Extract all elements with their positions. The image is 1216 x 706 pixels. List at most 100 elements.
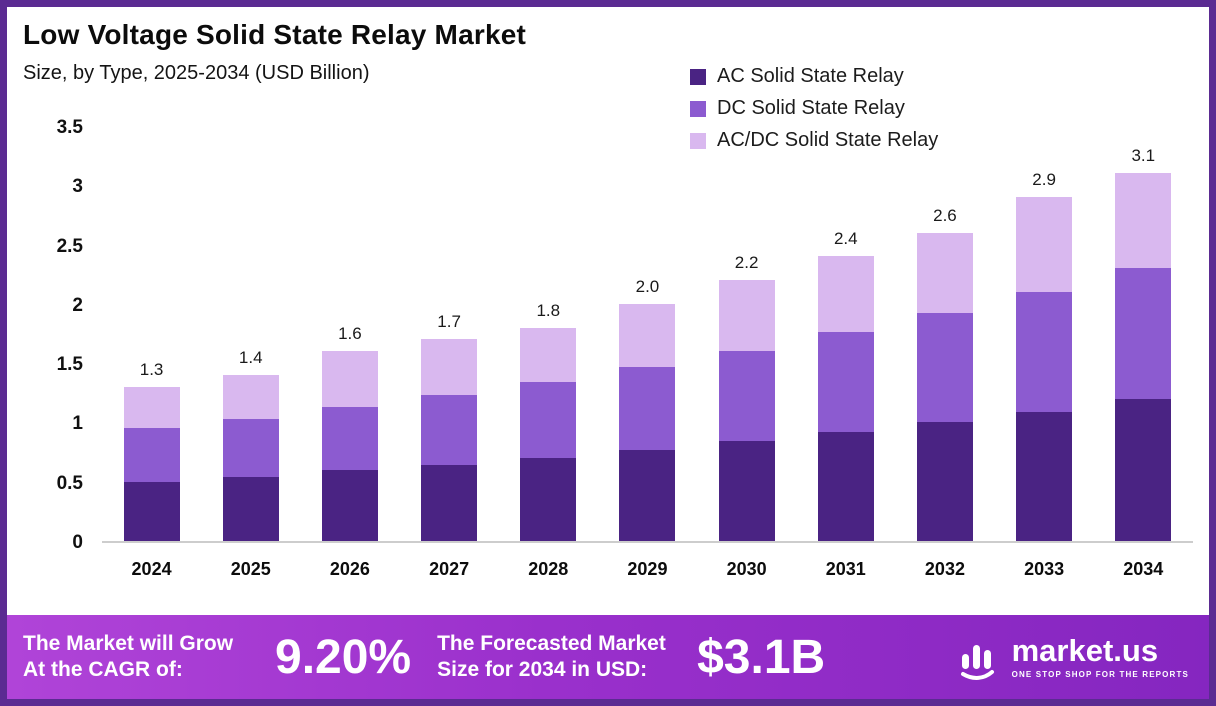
bar-group-2034: 3.1 <box>1115 146 1172 541</box>
bar-segment-acdc <box>619 303 676 367</box>
y-tick-label: 0.5 <box>56 472 83 494</box>
x-axis: 2024 2025 2026 2027 2028 2029 2030 2031 2032 2033… <box>102 559 1193 580</box>
plot-area: 1.3 1.4 1.6 1.7 1.8 2.0 2.2 2.4 2.6 2.9 3.1 <box>102 128 1193 543</box>
legend-label-dc: DC Solid State Relay <box>717 97 905 119</box>
brand-logo: market.us ONE STOP SHOP FOR THE REPORTS <box>954 633 1193 681</box>
page-subtitle: Size, by Type, 2025-2034 (USD Billion) <box>23 62 370 84</box>
bar-segment-ac <box>421 465 478 541</box>
x-axis-label: 2025 <box>230 559 271 579</box>
x-axis-label: 2027 <box>429 559 470 579</box>
x-axis-label: 2024 <box>131 559 172 579</box>
bar-segment-acdc <box>817 256 874 333</box>
bar-total-label: 2.2 <box>734 253 759 273</box>
bar-total-label: 3.1 <box>1131 146 1156 166</box>
bar-segment-ac <box>123 481 180 541</box>
legend-item-acdc: AC/DC Solid State Relay <box>690 129 938 152</box>
legend-label-ac: AC Solid State Relay <box>717 65 904 87</box>
bar-segment-acdc <box>916 232 973 314</box>
y-tick-label: 3.5 <box>56 117 83 138</box>
bar-segment-ac <box>1115 398 1172 541</box>
legend: AC Solid State Relay DC Solid State Rela… <box>690 65 938 152</box>
chart-section: Low Voltage Solid State Relay Market Siz… <box>7 7 1209 615</box>
x-axis-label: 2032 <box>924 559 965 579</box>
bar-segment-ac <box>916 422 973 541</box>
bar-segment-dc <box>421 395 478 466</box>
bar-segment-dc <box>1115 268 1172 399</box>
bar-segment-ac <box>817 431 874 541</box>
bar-group-2024: 1.3 <box>123 359 180 541</box>
bar-group-2028: 1.8 <box>520 300 577 541</box>
bar-group-2027: 1.7 <box>421 312 478 541</box>
bar-segment-ac <box>718 441 775 541</box>
bars-container: 1.3 1.4 1.6 1.7 1.8 2.0 2.2 2.4 2.6 2.9 3.1 <box>102 128 1193 541</box>
bar-segment-dc <box>520 382 577 458</box>
bar-total-label: 1.3 <box>139 359 164 379</box>
cagr-value: 9.20% <box>275 630 412 684</box>
legend-item-ac: AC Solid State Relay <box>690 65 938 88</box>
bar-segment-ac <box>520 458 577 541</box>
y-tick-label: 0 <box>72 532 83 553</box>
legend-swatch-dc <box>690 100 706 117</box>
x-axis-label: 2029 <box>627 559 668 579</box>
bar-segment-dc <box>916 313 973 423</box>
forecast-label: The Forecasted Market Size for 2034 in U… <box>437 632 666 681</box>
bar-segment-ac <box>1016 411 1073 541</box>
bar-segment-acdc <box>1016 197 1073 293</box>
bar-segment-dc <box>123 428 180 482</box>
bar-total-label: 2.6 <box>933 205 957 225</box>
y-tick-label: 1.5 <box>56 354 83 376</box>
y-tick-label: 2 <box>72 294 83 316</box>
x-axis-label: 2033 <box>1024 559 1065 579</box>
bar-segment-dc <box>718 351 775 442</box>
bar-segment-ac <box>619 449 676 541</box>
marketus-logo-icon <box>960 645 994 680</box>
bar-group-2025: 1.4 <box>222 348 279 541</box>
cagr-label: The Market will Grow At the CAGR of: <box>23 632 234 681</box>
bar-group-2030: 2.2 <box>718 253 775 541</box>
bar-total-label: 2.4 <box>833 229 858 249</box>
bar-group-2033: 2.9 <box>1016 170 1073 541</box>
bar-total-label: 1.8 <box>536 300 561 320</box>
x-axis-label: 2028 <box>528 559 569 579</box>
y-axis: 0 0.5 1 1.5 2 2.5 3 3.5 <box>7 117 89 553</box>
brand-name: market.us <box>1011 633 1159 668</box>
bar-segment-acdc <box>123 386 180 429</box>
bar-group-2031: 2.4 <box>817 229 874 541</box>
bar-segment-dc <box>1016 292 1073 412</box>
page-title: Low Voltage Solid State Relay Market <box>23 19 527 50</box>
bar-segment-acdc <box>520 327 577 383</box>
y-tick-label: 1 <box>72 413 83 435</box>
bar-group-2032: 2.6 <box>916 205 973 541</box>
bar-segment-acdc <box>1115 173 1172 269</box>
bar-total-label: 1.6 <box>338 324 362 344</box>
x-axis-label: 2031 <box>825 559 866 579</box>
bar-segment-ac <box>222 477 279 541</box>
legend-label-acdc: AC/DC Solid State Relay <box>717 129 939 151</box>
y-tick-label: 2.5 <box>56 235 83 257</box>
bar-segment-dc <box>817 332 874 432</box>
bar-segment-acdc <box>321 351 378 408</box>
x-axis-label: 2026 <box>329 559 370 579</box>
brand-tagline: ONE STOP SHOP FOR THE REPORTS <box>1011 670 1189 679</box>
y-tick-label: 3 <box>72 176 83 198</box>
bar-total-label: 1.4 <box>238 348 263 368</box>
bar-group-2029: 2.0 <box>619 276 676 541</box>
bar-total-label: 1.7 <box>437 312 461 332</box>
bar-total-label: 2.9 <box>1032 170 1056 190</box>
bar-segment-dc <box>321 407 378 470</box>
bar-segment-acdc <box>222 375 279 419</box>
legend-swatch-acdc <box>690 132 706 149</box>
bar-total-label: 2.0 <box>635 276 660 296</box>
bar-group-2026: 1.6 <box>321 324 378 541</box>
footer-banner: The Market will Grow At the CAGR of: 9.2… <box>7 615 1209 699</box>
bar-segment-acdc <box>718 280 775 352</box>
forecast-value: $3.1B <box>697 630 826 684</box>
x-axis-label: 2034 <box>1123 559 1164 579</box>
bar-segment-acdc <box>421 339 478 396</box>
bar-segment-dc <box>222 418 279 477</box>
bar-segment-ac <box>321 469 378 541</box>
legend-swatch-ac <box>690 68 706 85</box>
brand-text: market.us ONE STOP SHOP FOR THE REPORTS <box>1012 635 1189 679</box>
legend-item-dc: DC Solid State Relay <box>690 97 938 120</box>
